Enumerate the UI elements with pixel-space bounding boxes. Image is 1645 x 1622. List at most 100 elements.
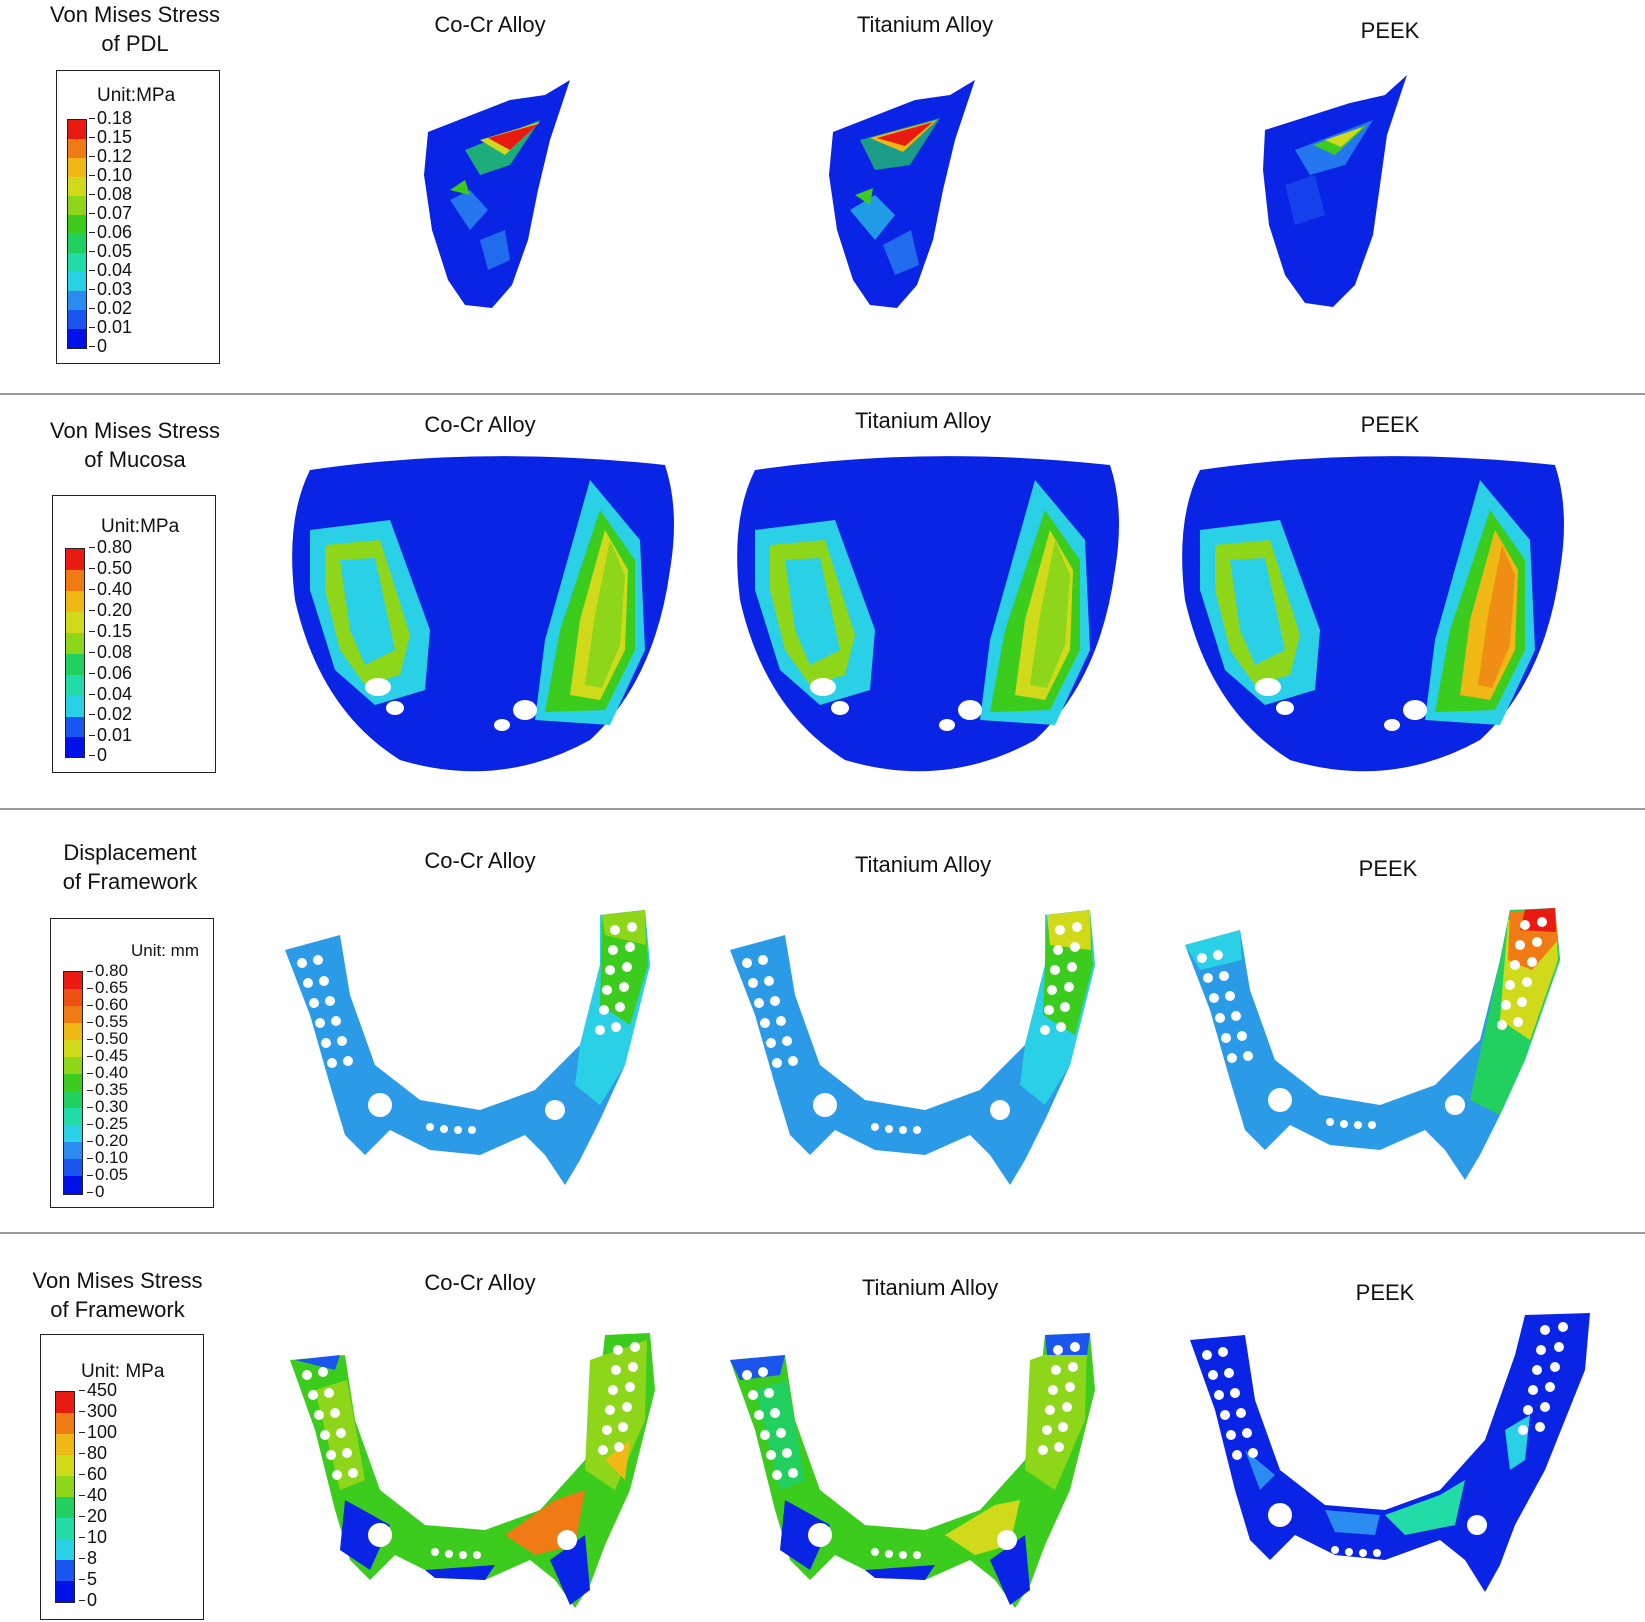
legend-tick: 100 (78, 1422, 118, 1442)
legend-tick: 0 (88, 336, 108, 356)
column-title-titanium-framework: Titanium Alloy (861, 1275, 999, 1300)
legend-unit: Unit: mm (131, 941, 199, 960)
framework-displacement-map-co-cr (285, 910, 650, 1185)
row-title-mucosa: Von Mises Stress of Mucosa (15, 416, 255, 474)
legend-tick: 0.04 (88, 684, 133, 704)
mucosa-stress-map-co-cr (292, 456, 674, 772)
row-divider (0, 1232, 1645, 1234)
legend-tick: 0.12 (88, 146, 133, 166)
legend-color-bar (63, 971, 83, 1195)
row-title-line: Von Mises Stress (32, 1268, 203, 1293)
legend-unit: Unit:MPa (101, 516, 180, 537)
legend-tick: 0.02 (88, 704, 133, 724)
legend-tick: 0.06 (88, 663, 133, 683)
legend-tick: 0.08 (88, 642, 133, 662)
pdl-stress-map-peek (1263, 75, 1407, 307)
color-legend-pdl: Unit:MPa 0.18 0.15 0.12 0.10 0.08 0.07 0… (56, 70, 220, 364)
row-title-line: Displacement (63, 840, 197, 865)
color-legend-framework-stress: Unit: MPa 450 300 100 80 60 40 20 10 8 5… (40, 1334, 204, 1620)
row-divider (0, 393, 1645, 395)
legend-tick: 0.45 (86, 1046, 129, 1065)
pdl-stress-map-co-cr (424, 80, 570, 308)
column-title-co-cr-framework: Co-Cr Alloy (424, 1270, 536, 1295)
legend-tick: 0.35 (86, 1080, 129, 1099)
legend-tick: 0 (88, 745, 108, 765)
legend-tick: 0.01 (88, 317, 133, 337)
legend-tick: 450 (78, 1380, 118, 1400)
legend-color-bar (65, 548, 85, 758)
legend-color-bar (67, 119, 87, 349)
row-title-pdl: Von Mises Stress of PDL (20, 0, 250, 58)
row-divider (0, 808, 1645, 810)
legend-tick: 0.04 (88, 260, 133, 280)
column-title-peek-displacement: PEEK (1358, 856, 1418, 881)
legend-tick: 0.40 (88, 579, 133, 599)
column-title-co-cr-pdl: Co-Cr Alloy (434, 12, 546, 37)
column-title-titanium-pdl: Titanium Alloy (856, 12, 994, 37)
framework-stress-map-peek (1190, 1313, 1590, 1592)
column-title-co-cr-mucosa: Co-Cr Alloy (424, 412, 536, 437)
legend-tick: 80 (78, 1443, 108, 1463)
legend-tick: 0.55 (86, 1012, 129, 1031)
legend-tick: 0 (86, 1182, 105, 1201)
legend-tick: 0.20 (86, 1131, 129, 1150)
framework-displacement-map-peek (1185, 908, 1560, 1180)
legend-tick: 0.20 (88, 600, 133, 620)
framework-displacement-map-titanium (730, 910, 1095, 1185)
framework-stress-map-co-cr (290, 1333, 655, 1608)
row-title-line: of Framework (62, 869, 198, 894)
legend-unit: Unit: MPa (81, 1361, 165, 1382)
legend-tick: 10 (78, 1527, 108, 1547)
row-title-line: of Mucosa (84, 447, 186, 472)
mucosa-stress-map-peek (1182, 456, 1564, 772)
legend-tick: 0.05 (86, 1165, 129, 1184)
legend-tick: 0.65 (86, 978, 129, 997)
row-title-line: Von Mises Stress (50, 418, 220, 443)
legend-tick: 0.15 (88, 621, 133, 641)
column-title-peek-pdl: PEEK (1360, 18, 1420, 43)
legend-tick: 0.30 (86, 1097, 129, 1116)
legend-tick: 0.50 (86, 1029, 129, 1048)
legend-tick: 0.07 (88, 203, 133, 223)
column-title-co-cr-displacement: Co-Cr Alloy (424, 848, 536, 873)
color-legend-displacement: Unit: mm 0.80 0.65 0.60 0.55 0.50 0.45 0… (50, 918, 214, 1208)
legend-tick: 5 (78, 1569, 98, 1589)
legend-tick: 8 (78, 1548, 98, 1568)
legend-tick: 0.60 (86, 995, 129, 1014)
column-title-titanium-mucosa: Titanium Alloy (854, 408, 992, 433)
legend-tick: 0.10 (88, 165, 133, 185)
legend-tick: 0.25 (86, 1114, 129, 1133)
legend-tick: 0 (78, 1590, 98, 1610)
legend-tick: 0.50 (88, 558, 133, 578)
legend-tick: 0.10 (86, 1148, 129, 1167)
pdl-stress-map-titanium (829, 80, 975, 308)
legend-tick: 0.15 (88, 127, 133, 147)
legend-tick: 0.18 (88, 108, 133, 128)
legend-tick: 300 (78, 1401, 118, 1421)
legend-tick: 0.05 (88, 241, 133, 261)
row-title-line: of Framework (50, 1297, 185, 1322)
legend-tick: 0.02 (88, 298, 133, 318)
row-title-line: of PDL (101, 31, 169, 56)
legend-tick: 0.03 (88, 279, 133, 299)
legend-tick: 0.01 (88, 725, 133, 745)
legend-tick: 20 (78, 1506, 108, 1526)
legend-tick: 0.80 (88, 537, 133, 557)
legend-tick: 0.80 (86, 961, 129, 980)
legend-tick: 0.40 (86, 1063, 129, 1082)
legend-tick: 0.06 (88, 222, 133, 242)
column-title-peek-framework: PEEK (1355, 1280, 1415, 1305)
framework-stress-map-titanium (730, 1333, 1095, 1608)
column-title-peek-mucosa: PEEK (1360, 412, 1420, 437)
legend-tick: 40 (78, 1485, 108, 1505)
legend-tick: 60 (78, 1464, 108, 1484)
legend-unit: Unit:MPa (97, 85, 176, 106)
legend-color-bar (55, 1391, 75, 1603)
mucosa-stress-map-titanium (737, 456, 1119, 772)
color-legend-mucosa: Unit:MPa 0.80 0.50 0.40 0.20 0.15 0.08 0… (52, 495, 216, 773)
row-title-line: Von Mises Stress (50, 2, 220, 27)
row-title-displacement: Displacement of Framework (15, 838, 245, 896)
legend-tick: 0.08 (88, 184, 133, 204)
row-title-framework-stress: Von Mises Stress of Framework (0, 1266, 235, 1324)
column-title-titanium-displacement: Titanium Alloy (854, 852, 992, 877)
